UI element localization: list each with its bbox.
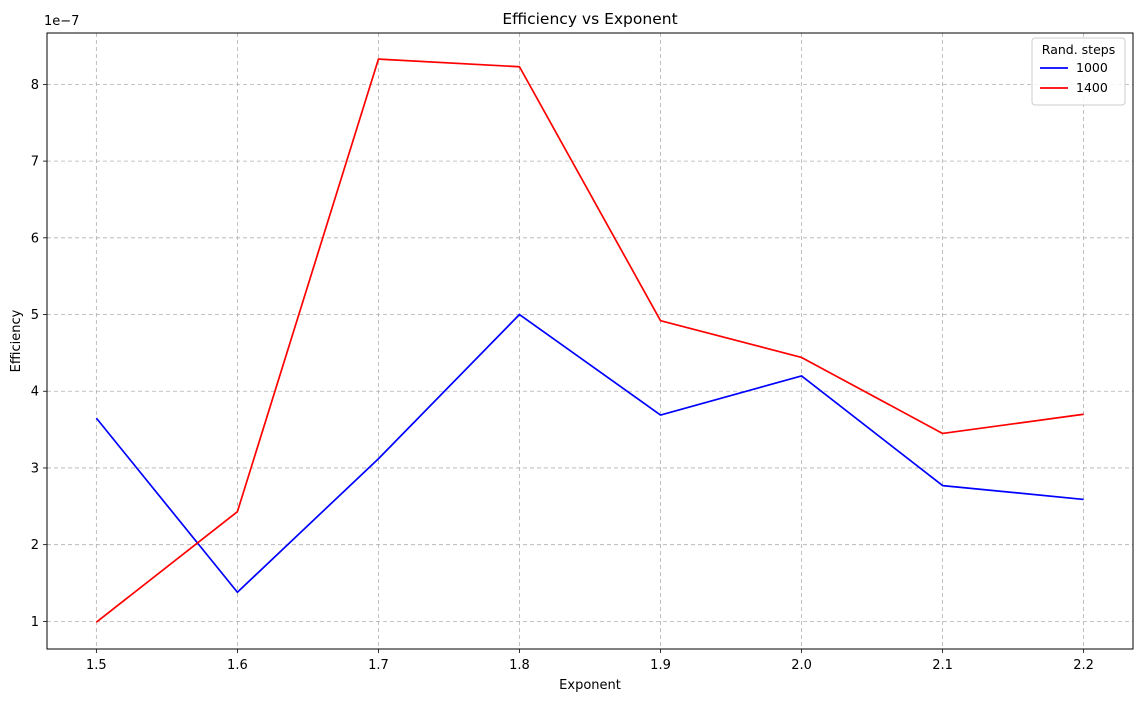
- legend-title: Rand. steps: [1042, 42, 1115, 57]
- y-tick-label: 6: [31, 231, 39, 246]
- y-tick-label: 3: [31, 461, 39, 476]
- legend-items: 1000 1400: [1040, 60, 1108, 95]
- x-tick-label: 1.9: [650, 658, 671, 673]
- plot-frame: [46, 32, 1134, 650]
- x-tick-label: 2.1: [932, 658, 953, 673]
- y-tick-label: 4: [31, 385, 39, 400]
- legend-entry-1400: 1400: [1076, 80, 1108, 95]
- x-tick-label: 1.6: [227, 658, 248, 673]
- x-tick-label: 2.0: [791, 658, 812, 673]
- x-tick-label: 1.5: [86, 658, 107, 673]
- legend-entry-1000: 1000: [1076, 60, 1108, 75]
- series-layer: [95, 58, 1084, 623]
- chart-title: Efficiency vs Exponent: [502, 10, 677, 28]
- y-axis-label: Efficiency: [9, 309, 24, 372]
- y-tick-label: 2: [31, 538, 39, 553]
- y-tick-label: 7: [31, 155, 39, 170]
- grid-layer: [47, 33, 1133, 649]
- y-axis-ticks: 1 2 3 4 5 6 7 8: [31, 78, 47, 630]
- series-line-1400: [95, 58, 1084, 623]
- x-tick-label: 1.8: [509, 658, 530, 673]
- series-line-1000: [95, 313, 1084, 594]
- x-axis-label: Exponent: [559, 678, 621, 693]
- y-tick-label: 8: [31, 78, 39, 93]
- y-tick-label: 1: [31, 615, 39, 630]
- x-tick-label: 2.2: [1073, 658, 1094, 673]
- y-axis-offset-label: 1e−7: [44, 14, 79, 29]
- x-axis-ticks: 1.5 1.6 1.7 1.8 1.9 2.0 2.1 2.2: [86, 649, 1094, 673]
- x-tick-label: 1.7: [368, 658, 389, 673]
- legend: Rand. steps 1000 1400: [1031, 37, 1126, 106]
- y-tick-label: 5: [31, 308, 39, 323]
